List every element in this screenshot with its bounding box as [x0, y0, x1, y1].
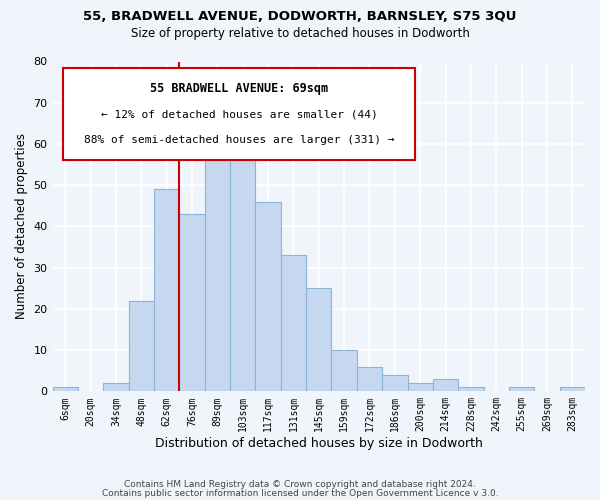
Bar: [281, 256, 306, 392]
Bar: [53, 387, 78, 392]
Bar: [103, 383, 128, 392]
Text: 55, BRADWELL AVENUE, DODWORTH, BARNSLEY, S75 3QU: 55, BRADWELL AVENUE, DODWORTH, BARNSLEY,…: [83, 10, 517, 23]
X-axis label: Distribution of detached houses by size in Dodworth: Distribution of detached houses by size …: [155, 437, 483, 450]
Text: 55 BRADWELL AVENUE: 69sqm: 55 BRADWELL AVENUE: 69sqm: [150, 82, 328, 95]
Bar: [179, 214, 205, 392]
Text: Size of property relative to detached houses in Dodworth: Size of property relative to detached ho…: [131, 28, 469, 40]
Bar: [357, 366, 382, 392]
Bar: [382, 375, 407, 392]
Bar: [306, 288, 331, 392]
Text: 88% of semi-detached houses are larger (331) →: 88% of semi-detached houses are larger (…: [83, 135, 394, 145]
Bar: [433, 379, 458, 392]
Bar: [331, 350, 357, 392]
Text: Contains HM Land Registry data © Crown copyright and database right 2024.: Contains HM Land Registry data © Crown c…: [124, 480, 476, 489]
Text: ← 12% of detached houses are smaller (44): ← 12% of detached houses are smaller (44…: [101, 110, 377, 120]
Bar: [205, 132, 230, 392]
Y-axis label: Number of detached properties: Number of detached properties: [15, 134, 28, 320]
Bar: [128, 300, 154, 392]
Bar: [407, 383, 433, 392]
Bar: [154, 190, 179, 392]
Text: Contains public sector information licensed under the Open Government Licence v : Contains public sector information licen…: [101, 488, 499, 498]
Bar: [256, 202, 281, 392]
Bar: [230, 124, 256, 392]
FancyBboxPatch shape: [63, 68, 415, 160]
Bar: [509, 387, 534, 392]
Bar: [458, 387, 484, 392]
Bar: [560, 387, 585, 392]
